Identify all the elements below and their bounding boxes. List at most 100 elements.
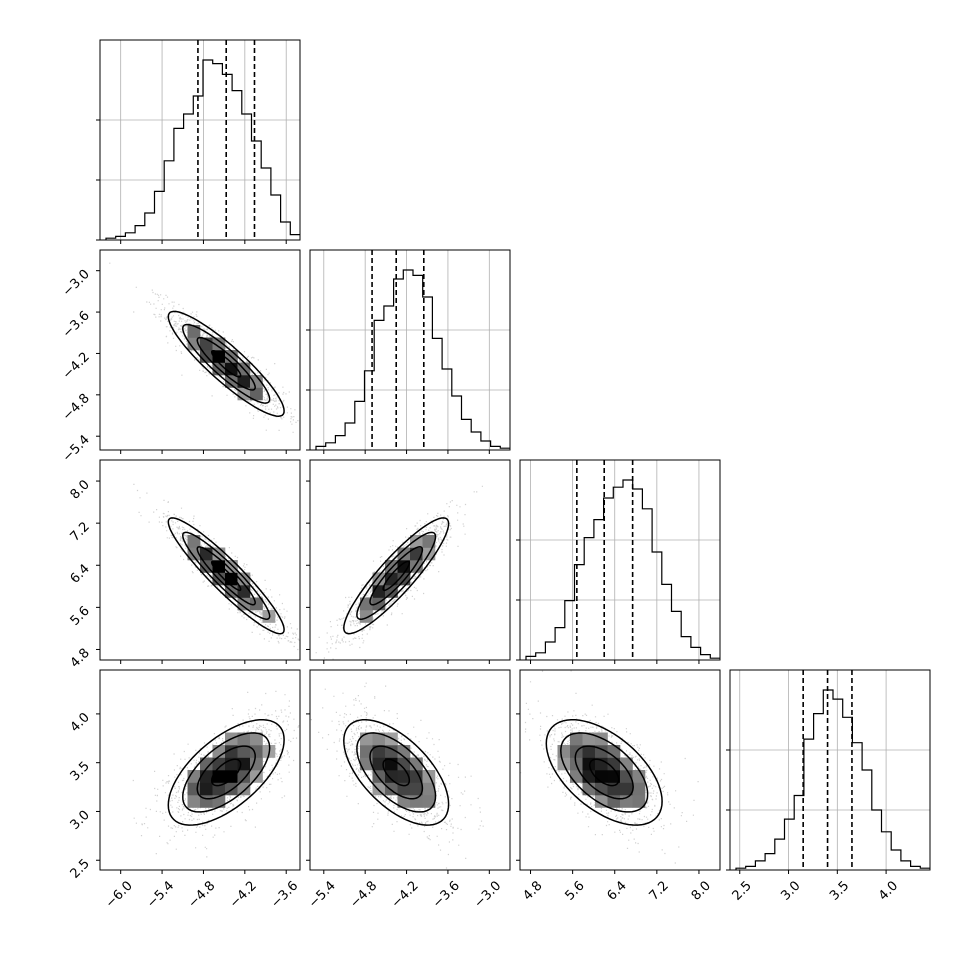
x-tick-label: −3.6 [268, 878, 301, 911]
y-tick-label: −3.0 [60, 267, 93, 300]
scatter-panel-3-1 [306, 669, 511, 874]
contour-line [343, 719, 450, 826]
panel-content [133, 483, 300, 659]
contour-line [196, 745, 256, 800]
density-cell [422, 795, 436, 808]
panel-content [315, 485, 483, 660]
panel-background [310, 250, 510, 450]
x-tick-label: 8.0 [689, 878, 714, 903]
contour-line [167, 719, 285, 826]
y-tick-label: 4.0 [68, 710, 93, 735]
x-tick-label: −4.2 [227, 878, 260, 911]
density-cell [225, 770, 238, 783]
density-cell [582, 770, 596, 783]
density-cell [385, 560, 398, 573]
panel-frame [519, 459, 721, 661]
density-cell [410, 795, 423, 808]
contour-line [369, 745, 424, 800]
density-cell [237, 375, 251, 388]
density-cell [212, 770, 226, 783]
density-cell [570, 732, 583, 746]
y-tick-label: −4.2 [60, 350, 93, 383]
y-tick-label: 7.2 [68, 519, 93, 544]
density-cell [187, 795, 201, 808]
density-cell [410, 770, 423, 783]
y-tick-label: −5.4 [60, 432, 93, 465]
density-cell [250, 387, 263, 401]
y-tick-label: 3.0 [68, 808, 93, 833]
panel-frame [99, 249, 301, 451]
density-cell [225, 375, 238, 388]
x-tick-label: −6.0 [103, 878, 136, 911]
x-tick-label: −5.4 [306, 878, 339, 911]
panel-frame [99, 39, 301, 241]
panel-background [100, 40, 300, 240]
panel-content [132, 690, 300, 858]
density-cell [200, 782, 213, 796]
density-cell [187, 325, 201, 338]
x-tick-label: −4.2 [389, 878, 422, 911]
contour-line [382, 758, 411, 787]
histogram-step-line [525, 479, 720, 660]
hist-panel-2 [516, 459, 721, 664]
density-cell [620, 757, 633, 771]
contour-line [210, 349, 242, 378]
density-cell [397, 547, 411, 561]
y-tick-label: 3.5 [68, 759, 93, 784]
density-cell [187, 770, 201, 783]
x-tick-label: 3.5 [827, 878, 852, 903]
contour-line [182, 323, 271, 404]
density-cell [372, 782, 386, 796]
histogram-step-line [735, 689, 930, 870]
contour-line [343, 517, 450, 635]
density-cell [372, 572, 386, 586]
density-cell [372, 745, 386, 758]
scatter-panel-1-0 [96, 249, 301, 454]
y-tick-label: 8.0 [68, 477, 93, 502]
density-cell [237, 745, 251, 758]
x-tick-label: 6.4 [605, 878, 630, 903]
y-tick-label: 2.5 [68, 856, 93, 881]
contour-line [356, 732, 437, 813]
panel-background [520, 460, 720, 660]
panel-frame [519, 669, 721, 871]
density-cell [250, 757, 263, 771]
density-cell [250, 375, 263, 388]
contour-line [182, 531, 271, 620]
density-cell [607, 782, 621, 796]
density-cell [582, 732, 596, 746]
density-cell [250, 597, 263, 611]
histogram-step-line [315, 269, 510, 450]
panel-frame [309, 669, 511, 871]
x-tick-label: 7.2 [647, 878, 672, 903]
density-cell [200, 757, 213, 771]
density-cell [372, 732, 386, 746]
density-cell [632, 770, 646, 783]
density-cell [422, 535, 436, 548]
density-cell [237, 597, 251, 611]
density-cell [632, 795, 646, 808]
contour-line [574, 745, 634, 800]
hist-panel-3 [726, 669, 931, 874]
x-tick-label: −4.8 [186, 878, 219, 911]
y-tick-label: −3.6 [60, 308, 93, 341]
scatter-panel-3-0 [96, 669, 301, 874]
x-tick-label: 2.5 [730, 878, 755, 903]
panel-content [310, 682, 484, 869]
density-cell [212, 757, 226, 771]
y-tick-label: 4.8 [68, 646, 93, 671]
density-cell [372, 757, 386, 771]
panel-frame [99, 669, 301, 871]
density-cell [212, 337, 226, 351]
contour-line [545, 719, 663, 826]
density-cell [250, 732, 263, 746]
contour-line [588, 758, 620, 787]
histogram-step-line [105, 59, 300, 240]
contour-line [167, 310, 285, 417]
density-cell [595, 795, 608, 808]
x-tick-label: −5.4 [144, 878, 177, 911]
density-cell [200, 770, 213, 783]
density-cell [237, 770, 251, 783]
density-cell [410, 782, 423, 796]
